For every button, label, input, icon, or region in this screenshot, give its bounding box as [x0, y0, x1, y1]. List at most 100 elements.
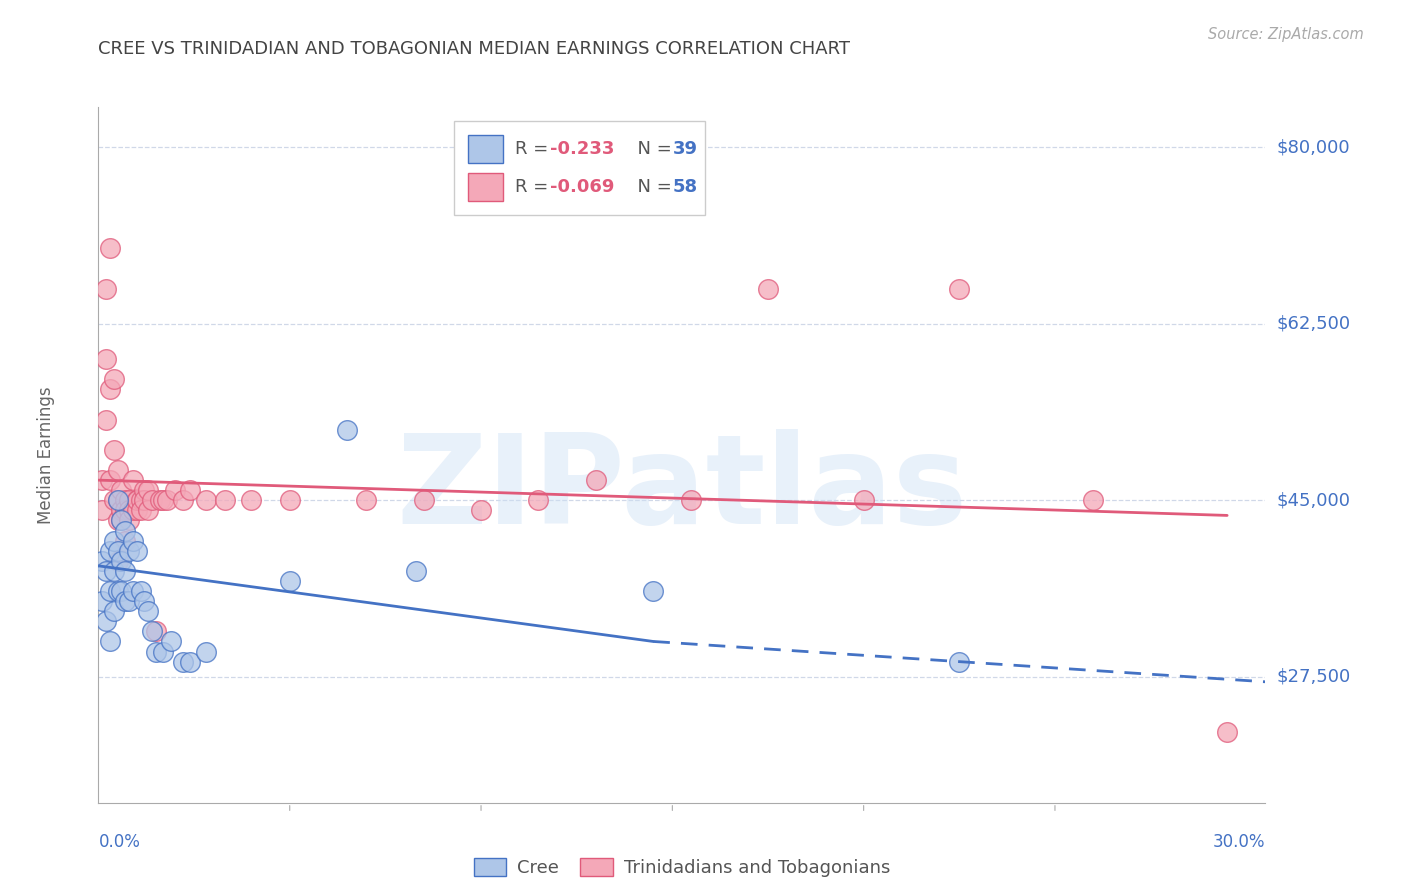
Text: N =: N = [626, 178, 678, 196]
Point [98, 383, 121, 397]
Point [118, 493, 141, 508]
Point [91, 473, 114, 487]
Point [172, 655, 194, 669]
Point [103, 533, 125, 548]
Point [98, 241, 121, 255]
Point [91, 554, 114, 568]
Point [114, 493, 136, 508]
Text: CREE VS TRINIDADIAN AND TOBAGONIAN MEDIAN EARNINGS CORRELATION CHART: CREE VS TRINIDADIAN AND TOBAGONIAN MEDIA… [98, 40, 851, 58]
Point [103, 442, 125, 457]
Text: 39: 39 [672, 140, 697, 158]
Text: -0.233: -0.233 [550, 140, 614, 158]
Point [643, 584, 665, 599]
Point [110, 503, 132, 517]
Point [91, 594, 114, 608]
Point [107, 463, 129, 477]
Point [118, 594, 141, 608]
Point [121, 533, 143, 548]
Point [141, 493, 163, 508]
Point [114, 524, 136, 538]
Point [145, 644, 167, 658]
Point [129, 503, 152, 517]
Point [149, 493, 172, 508]
Point [107, 543, 129, 558]
Point [94, 281, 117, 295]
FancyBboxPatch shape [468, 135, 503, 162]
Point [114, 564, 136, 578]
Point [756, 281, 779, 295]
Point [948, 655, 970, 669]
Point [98, 543, 121, 558]
Point [129, 493, 152, 508]
Point [107, 513, 129, 527]
Text: 30.0%: 30.0% [1213, 833, 1265, 851]
Point [103, 493, 125, 508]
Text: $62,500: $62,500 [1277, 315, 1351, 333]
Point [110, 513, 132, 527]
Point [585, 473, 607, 487]
Point [172, 493, 194, 508]
Point [129, 584, 152, 599]
Point [118, 503, 141, 517]
Point [948, 281, 970, 295]
Point [278, 574, 301, 588]
Text: 58: 58 [672, 178, 697, 196]
Point [134, 483, 156, 498]
Point [134, 594, 156, 608]
Point [145, 624, 167, 639]
Point [103, 564, 125, 578]
FancyBboxPatch shape [468, 173, 503, 201]
Point [179, 483, 201, 498]
Point [156, 493, 179, 508]
Point [1216, 725, 1239, 739]
Point [194, 493, 217, 508]
Point [240, 493, 263, 508]
Point [179, 655, 201, 669]
Point [136, 483, 159, 498]
Point [98, 473, 121, 487]
Point [107, 554, 129, 568]
Point [110, 483, 132, 498]
Point [214, 493, 236, 508]
Point [98, 634, 121, 648]
Point [152, 493, 174, 508]
Point [114, 533, 136, 548]
Text: R =: R = [515, 140, 554, 158]
Point [121, 503, 143, 517]
Legend: Cree, Trinidadians and Tobagonians: Cree, Trinidadians and Tobagonians [467, 850, 897, 884]
Point [110, 584, 132, 599]
Text: N =: N = [626, 140, 678, 158]
Point [103, 372, 125, 386]
Point [134, 493, 156, 508]
Point [107, 493, 129, 508]
Point [354, 493, 377, 508]
Point [94, 615, 117, 629]
Point [114, 594, 136, 608]
Point [1083, 493, 1105, 508]
Text: 0.0%: 0.0% [98, 833, 141, 851]
Point [681, 493, 703, 508]
Point [98, 584, 121, 599]
Point [110, 554, 132, 568]
Point [160, 634, 183, 648]
Point [118, 513, 141, 527]
Point [94, 564, 117, 578]
Point [107, 584, 129, 599]
Text: Median Earnings: Median Earnings [37, 386, 55, 524]
Point [527, 493, 550, 508]
Point [470, 503, 492, 517]
Point [136, 604, 159, 618]
Point [121, 584, 143, 599]
Point [94, 352, 117, 367]
Point [194, 644, 217, 658]
Point [136, 503, 159, 517]
Point [852, 493, 875, 508]
Point [114, 503, 136, 517]
Point [91, 503, 114, 517]
Point [94, 412, 117, 426]
Point [152, 644, 174, 658]
Point [278, 493, 301, 508]
Text: -0.069: -0.069 [550, 178, 614, 196]
Text: $27,500: $27,500 [1277, 668, 1351, 686]
Point [141, 624, 163, 639]
